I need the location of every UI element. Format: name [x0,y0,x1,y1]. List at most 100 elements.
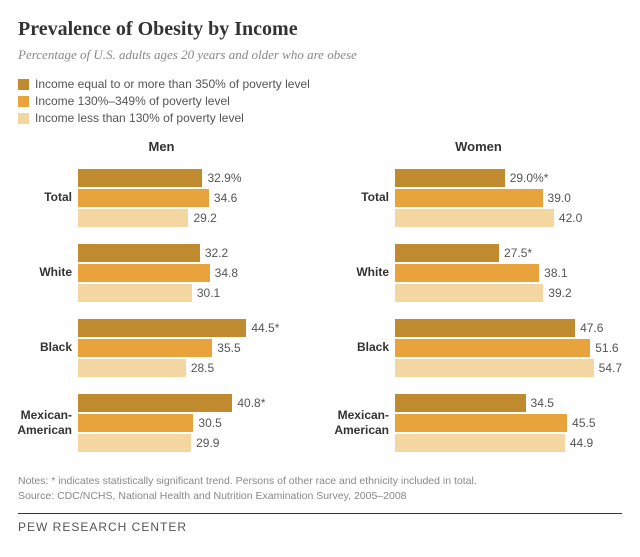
bar [78,319,246,337]
bar [395,414,567,432]
bar-value-label: 27.5* [504,246,532,260]
bar [395,264,539,282]
category-label: Total [335,160,395,235]
bar [395,394,526,412]
bar-value-label: 39.0 [548,191,571,205]
bar-row: 32.9% [78,169,305,187]
legend-item: Income less than 130% of poverty level [18,111,622,125]
chart-notes: Notes: * indicates statistically signifi… [18,474,622,503]
bar-row: 39.0 [395,189,622,207]
bar-row: 34.5 [395,394,622,412]
bar-value-label: 38.1 [544,266,567,280]
bar-value-label: 32.2 [205,246,228,260]
bar-value-label: 29.0%* [510,171,549,185]
bar-group: 34.5 45.5 44.9 [395,385,622,460]
bar-row: 27.5* [395,244,622,262]
bar-row: 29.0%* [395,169,622,187]
panel-title: Women [335,139,622,154]
bar-value-label: 32.9% [207,171,241,185]
bar-row: 30.1 [78,284,305,302]
bar-value-label: 34.5 [531,396,554,410]
bar-value-label: 28.5 [191,361,214,375]
bar-row: 34.8 [78,264,305,282]
bar-row: 35.5 [78,339,305,357]
bar-value-label: 47.6 [580,321,603,335]
legend-label: Income 130%–349% of poverty level [35,94,230,108]
bar-value-label: 29.2 [193,211,216,225]
bar [395,339,590,357]
bar [78,414,193,432]
bar-row: 51.6 [395,339,622,357]
footer-attribution: PEW RESEARCH CENTER [18,513,622,534]
chart-panels: MenTotalWhiteBlackMexican-American32.9%3… [18,139,622,460]
bar-value-label: 42.0 [559,211,582,225]
bar-row: 34.6 [78,189,305,207]
bar-group: 32.2 34.8 30.1 [78,235,305,310]
chart-panel: MenTotalWhiteBlackMexican-American32.9%3… [18,139,305,460]
bar-group: 40.8* 30.5 29.9 [78,385,305,460]
bar [395,284,543,302]
legend-label: Income equal to or more than 350% of pov… [35,77,310,91]
bar [78,394,232,412]
bar-row: 32.2 [78,244,305,262]
chart-subtitle: Percentage of U.S. adults ages 20 years … [18,47,622,63]
bar [78,189,209,207]
bar [395,209,554,227]
bar-row: 44.9 [395,434,622,452]
bar [395,189,543,207]
category-labels: TotalWhiteBlackMexican-American [18,160,78,460]
bar [395,244,499,262]
bar-group: 32.9% 34.6 29.2 [78,160,305,235]
chart-body: TotalWhiteBlackMexican-American 32.9% 34.6… [18,160,305,460]
bar-row: 54.7 [395,359,622,377]
legend-swatch [18,79,29,90]
bar-row: 47.6 [395,319,622,337]
bar-value-label: 44.5* [251,321,279,335]
bar-row: 45.5 [395,414,622,432]
bar-value-label: 34.8 [215,266,238,280]
notes-line: Notes: * indicates statistically signifi… [18,474,622,489]
bar-row: 39.2 [395,284,622,302]
bar [78,284,192,302]
bar [78,169,202,187]
category-label: Mexican-American [335,385,395,460]
bar [78,434,191,452]
bar-row: 29.2 [78,209,305,227]
category-label: Mexican-American [18,385,78,460]
bar-value-label: 40.8* [237,396,265,410]
bar-value-label: 51.6 [595,341,618,355]
panel-title: Men [18,139,305,154]
bar [395,359,594,377]
bar-group: 47.6 51.6 54.7 [395,310,622,385]
bar-row: 28.5 [78,359,305,377]
category-label: Black [18,310,78,385]
category-label: White [18,235,78,310]
bar-value-label: 39.2 [548,286,571,300]
bar-row: 29.9 [78,434,305,452]
legend-swatch [18,96,29,107]
bar [395,434,565,452]
bar-value-label: 44.9 [570,436,593,450]
bar-value-label: 54.7 [599,361,622,375]
category-label: Black [335,310,395,385]
bar-value-label: 34.6 [214,191,237,205]
bar-group: 44.5* 35.5 28.5 [78,310,305,385]
bar-row: 30.5 [78,414,305,432]
chart-body: TotalWhiteBlackMexican-American 29.0%* 39.… [335,160,622,460]
bar-value-label: 30.5 [198,416,221,430]
legend-swatch [18,113,29,124]
category-labels: TotalWhiteBlackMexican-American [335,160,395,460]
bar [395,169,505,187]
category-label: White [335,235,395,310]
legend-label: Income less than 130% of poverty level [35,111,244,125]
bar [78,209,188,227]
legend-item: Income equal to or more than 350% of pov… [18,77,622,91]
category-label: Total [18,160,78,235]
legend: Income equal to or more than 350% of pov… [18,77,622,125]
bar-row: 40.8* [78,394,305,412]
bar-group: 27.5* 38.1 39.2 [395,235,622,310]
chart-panel: WomenTotalWhiteBlackMexican-American29.0… [335,139,622,460]
bar-group: 29.0%* 39.0 42.0 [395,160,622,235]
bar [78,244,200,262]
notes-source: Source: CDC/NCHS, National Health and Nu… [18,489,622,504]
